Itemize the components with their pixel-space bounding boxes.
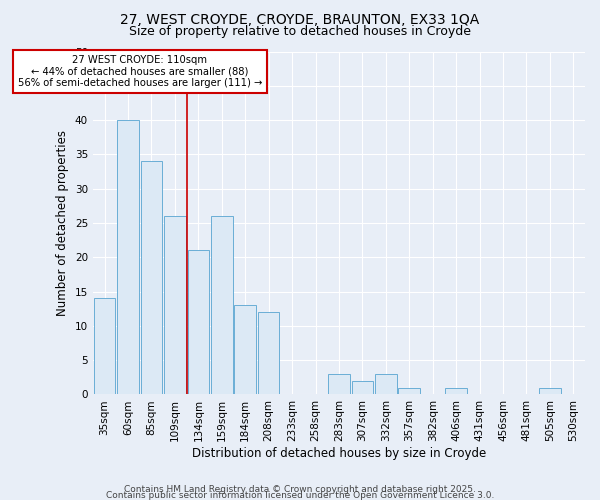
Bar [235, 306, 256, 394]
Bar [375, 374, 397, 394]
Bar [164, 216, 185, 394]
Text: Contains HM Land Registry data © Crown copyright and database right 2025.: Contains HM Land Registry data © Crown c… [124, 485, 476, 494]
Text: Size of property relative to detached houses in Croyde: Size of property relative to detached ho… [129, 25, 471, 38]
X-axis label: Distribution of detached houses by size in Croyde: Distribution of detached houses by size … [192, 447, 486, 460]
Bar [258, 312, 280, 394]
Bar [117, 120, 139, 394]
Bar [352, 380, 373, 394]
Bar [445, 388, 467, 394]
Text: Contains public sector information licensed under the Open Government Licence 3.: Contains public sector information licen… [106, 491, 494, 500]
Bar [94, 298, 115, 394]
Text: 27 WEST CROYDE: 110sqm
← 44% of detached houses are smaller (88)
56% of semi-det: 27 WEST CROYDE: 110sqm ← 44% of detached… [17, 55, 262, 88]
Bar [141, 161, 162, 394]
Bar [398, 388, 420, 394]
Bar [188, 250, 209, 394]
Bar [328, 374, 350, 394]
Bar [211, 216, 233, 394]
Text: 27, WEST CROYDE, CROYDE, BRAUNTON, EX33 1QA: 27, WEST CROYDE, CROYDE, BRAUNTON, EX33 … [121, 12, 479, 26]
Y-axis label: Number of detached properties: Number of detached properties [56, 130, 69, 316]
Bar [539, 388, 560, 394]
